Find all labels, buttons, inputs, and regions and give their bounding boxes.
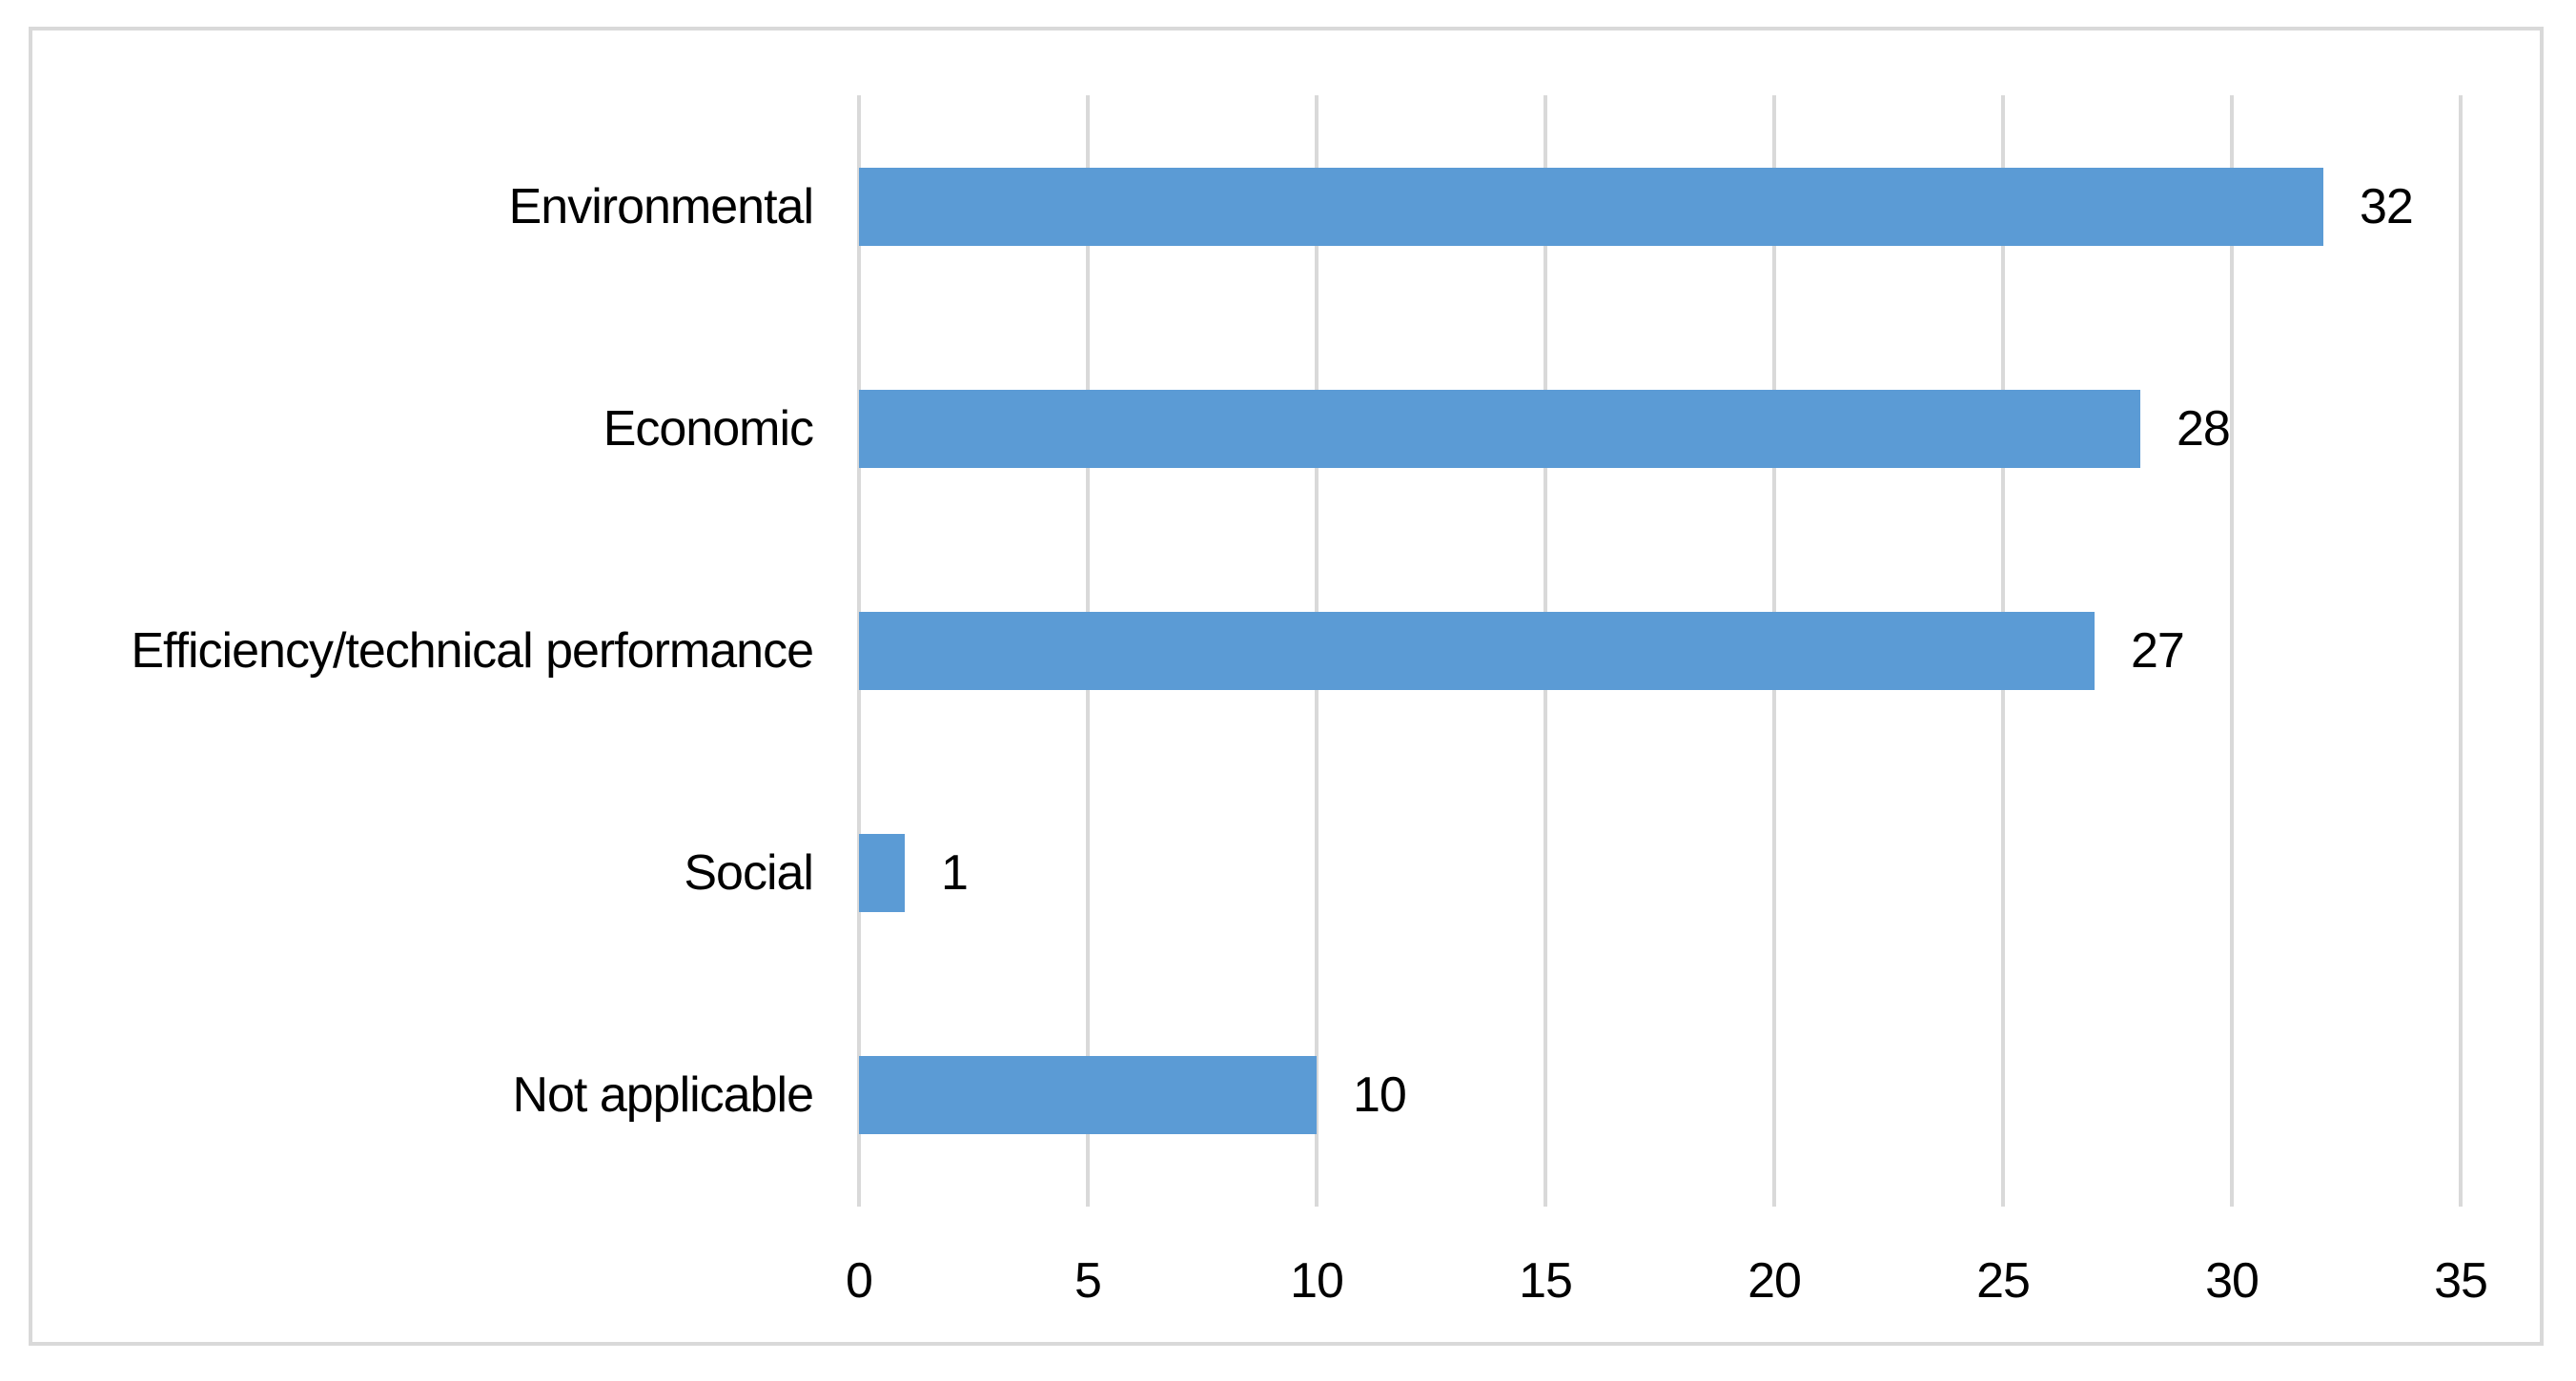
bar-row: Social 1 bbox=[0, 762, 2576, 985]
x-axis: 0 5 10 15 20 25 30 35 bbox=[0, 1253, 2576, 1321]
x-tick-label: 10 bbox=[1290, 1253, 1344, 1309]
bar-row: Environmental 32 bbox=[0, 95, 2576, 317]
bar bbox=[859, 834, 905, 913]
x-tick-label: 30 bbox=[2205, 1253, 2259, 1309]
bar bbox=[859, 389, 2140, 468]
x-tick-label: 15 bbox=[1519, 1253, 1573, 1309]
category-label: Environmental bbox=[508, 178, 814, 234]
bar-row: Efficiency/technical performance 27 bbox=[0, 539, 2576, 762]
bar bbox=[859, 1056, 1317, 1135]
gridline bbox=[2230, 95, 2234, 1207]
value-label: 28 bbox=[2177, 400, 2231, 457]
value-label: 10 bbox=[1353, 1067, 1407, 1124]
gridline bbox=[2459, 95, 2463, 1207]
bar bbox=[859, 167, 2323, 246]
bar-row: Economic 28 bbox=[0, 317, 2576, 539]
x-tick-label: 0 bbox=[846, 1253, 873, 1309]
category-label: Social bbox=[684, 845, 814, 902]
value-label: 1 bbox=[941, 845, 969, 902]
x-tick-label: 5 bbox=[1074, 1253, 1102, 1309]
value-label: 32 bbox=[2360, 178, 2414, 234]
x-tick-label: 20 bbox=[1748, 1253, 1802, 1309]
bar bbox=[859, 612, 2095, 690]
x-tick-label: 25 bbox=[1976, 1253, 2031, 1309]
category-label: Economic bbox=[603, 400, 814, 457]
category-label: Not applicable bbox=[512, 1067, 814, 1124]
bar-rows-container: Environmental 32 Economic 28 Efficiency/… bbox=[0, 95, 2576, 1207]
category-label: Efficiency/technical performance bbox=[131, 623, 814, 679]
bar-row: Not applicable 10 bbox=[0, 985, 2576, 1207]
value-label: 27 bbox=[2131, 623, 2185, 679]
x-tick-label: 35 bbox=[2434, 1253, 2488, 1309]
